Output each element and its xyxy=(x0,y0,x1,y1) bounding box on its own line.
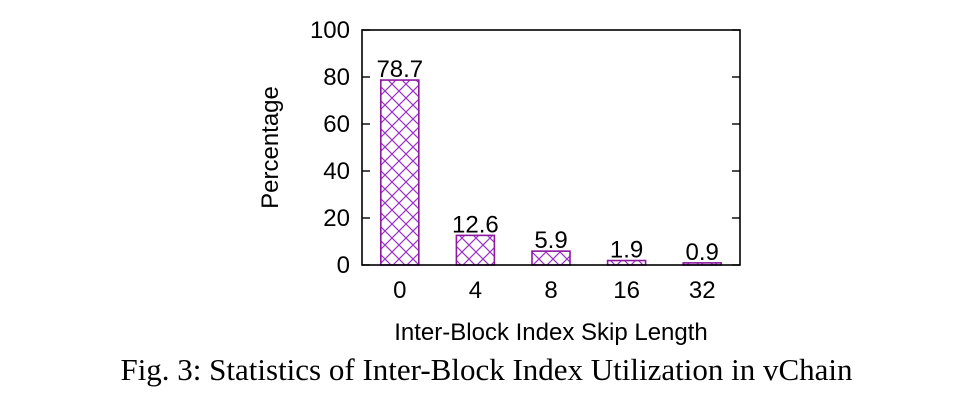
x-tick-label: 32 xyxy=(689,277,716,304)
plot-frame xyxy=(361,29,741,266)
y-tick-label: 0 xyxy=(337,252,350,279)
x-axis-ticks: 0 4 8 16 32 xyxy=(393,277,715,304)
bars-group xyxy=(379,79,723,266)
figure-caption: Fig. 3: Statistics of Inter-Block Index … xyxy=(120,352,853,387)
data-label-0: 78.7 xyxy=(376,56,423,83)
bar-4 xyxy=(455,234,496,266)
y-tick-label: 60 xyxy=(323,111,350,138)
data-label-32: 0.9 xyxy=(686,239,719,266)
y-tick-label: 100 xyxy=(310,17,350,44)
data-label-16: 1.9 xyxy=(610,237,643,264)
x-axis-title: Inter-Block Index Skip Length xyxy=(394,319,708,346)
x-tick-label: 8 xyxy=(544,277,557,304)
y-tick-label: 40 xyxy=(323,158,350,185)
data-labels-group: 78.7 12.6 5.9 1.9 0.9 xyxy=(376,56,718,266)
y-tick-label: 80 xyxy=(323,64,350,91)
x-tick-label: 4 xyxy=(469,277,482,304)
bar-chart: 0 20 40 60 80 100 78.7 12.6 5.9 1.9 0.9 0 4 8 16 32 P… xyxy=(257,17,741,346)
x-tick-label: 16 xyxy=(613,277,640,304)
y-tick-label: 20 xyxy=(323,205,350,232)
y-axis-title: Percentage xyxy=(257,86,284,209)
data-label-8: 5.9 xyxy=(534,227,567,254)
data-label-4: 12.6 xyxy=(452,211,499,238)
bar-0 xyxy=(379,79,420,266)
y-axis-ticks: 0 20 40 60 80 100 xyxy=(310,17,740,279)
x-tick-label: 0 xyxy=(393,277,406,304)
